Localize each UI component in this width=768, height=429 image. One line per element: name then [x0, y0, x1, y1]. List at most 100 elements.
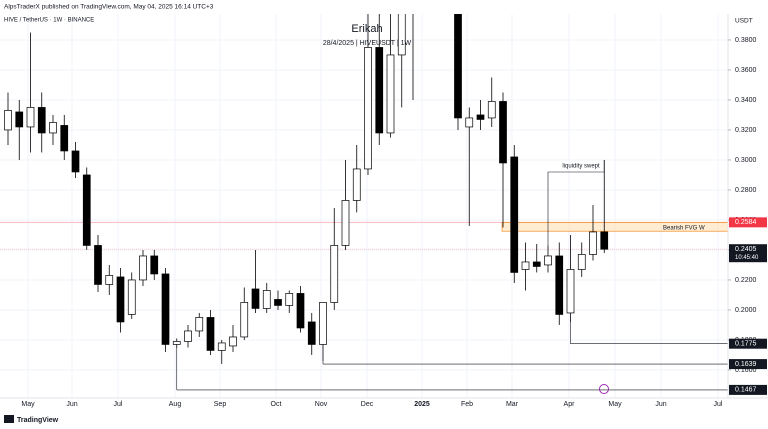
- candle-body: [577, 254, 586, 270]
- candle-body: [26, 107, 35, 128]
- x-tick-label: Oct: [271, 401, 282, 408]
- last-price-label: 0.2405: [735, 246, 757, 253]
- candle-body: [161, 273, 170, 345]
- x-tick-label: Aug: [169, 401, 182, 408]
- candle-body: [319, 302, 327, 345]
- x-tick-label: Jul: [714, 401, 723, 408]
- logo: [4, 415, 14, 423]
- fvg-price-label: 0.2584: [735, 219, 757, 226]
- chart-subtitle: 28/4/2025 | HIVEUSDT | 1W: [323, 40, 412, 47]
- level-label-box: [729, 338, 767, 349]
- y-tick-label: 0.1600: [735, 367, 757, 374]
- candle-body: [566, 269, 575, 314]
- y-tick-label: 0.2000: [735, 307, 757, 314]
- y-tick-label: 0.3600: [735, 67, 757, 74]
- last-price-box: [729, 244, 767, 263]
- y-tick-label: 0.3200: [735, 127, 757, 134]
- level-label-box: [729, 384, 767, 395]
- level-label: 0.1775: [735, 341, 757, 348]
- y-axis: 0.16000.18000.20000.22000.24000.26000.28…: [728, 37, 767, 395]
- candle-body: [510, 156, 519, 273]
- x-tick-label: May: [21, 401, 35, 408]
- candle-body: [296, 293, 305, 329]
- y-tick-label: 0.3400: [735, 97, 757, 104]
- y-tick-label: 0.2200: [735, 277, 757, 284]
- y-unit: USDT: [735, 18, 753, 25]
- candle-body: [127, 279, 136, 315]
- candle-body: [386, 54, 395, 134]
- fvg-label: Bearish FVG W: [663, 225, 705, 231]
- candle-body: [184, 330, 192, 342]
- candle-body: [285, 293, 294, 306]
- x-tick-label: Mar: [506, 401, 519, 408]
- candle-body: [454, 14, 462, 119]
- candle-body: [330, 245, 339, 303]
- candle-body: [487, 101, 496, 119]
- header: AlpsTraderX published on TradingView.com…: [4, 4, 214, 11]
- level-label: 0.1467: [735, 387, 757, 394]
- candle-body: [71, 150, 80, 173]
- candle-body: [521, 261, 530, 270]
- fvg-price-box: [729, 217, 767, 228]
- candle-body: [15, 111, 24, 128]
- candle-body: [555, 255, 564, 315]
- x-tick-label: Nov: [315, 401, 328, 408]
- fvg-zone: [501, 222, 728, 232]
- y-tick-label: 0.2800: [735, 187, 757, 194]
- candle-body: [544, 255, 552, 266]
- countdown: 10:45:40: [735, 255, 759, 261]
- candle-body: [217, 342, 226, 351]
- x-tick-label: May: [608, 401, 622, 408]
- candle-body: [94, 245, 102, 285]
- candle-body: [341, 200, 350, 246]
- candle-body: [465, 117, 474, 128]
- event-icon[interactable]: [599, 384, 609, 394]
- candle-body: [37, 107, 46, 134]
- candle-body: [229, 336, 237, 347]
- candle-body: [375, 47, 384, 134]
- candle-body: [172, 341, 181, 345]
- candle-body: [82, 174, 91, 246]
- y-tick-label: 0.3000: [735, 157, 757, 164]
- footer: TradingView: [17, 417, 59, 424]
- candle-body: [499, 101, 507, 164]
- x-tick-label: Jun: [66, 401, 77, 408]
- candle-body: [206, 317, 215, 351]
- candle-body: [352, 168, 361, 201]
- candle-body: [476, 114, 485, 120]
- y-tick-label: 0.3800: [735, 37, 757, 44]
- candle-body: [589, 231, 597, 255]
- x-tick-label: Sep: [214, 401, 227, 408]
- candle-body: [307, 321, 316, 345]
- symbol: HIVE / TetherUS · 1W · BINANCE: [4, 18, 94, 24]
- level-label-box: [729, 359, 767, 370]
- candle-body: [4, 110, 12, 131]
- candle-body: [364, 47, 372, 170]
- level-label: 0.1639: [735, 361, 757, 368]
- annotation: liquidity swept: [562, 164, 600, 170]
- candle-body: [240, 302, 249, 338]
- candle-body: [49, 122, 57, 134]
- x-tick-label: Jul: [114, 401, 123, 408]
- candle-body: [150, 255, 159, 275]
- plot-area: Bearish FVG W liquidity swept: [0, 14, 728, 391]
- x-tick-label: Jun: [655, 401, 666, 408]
- candle-body: [195, 317, 204, 332]
- candle-body: [139, 255, 147, 281]
- candle-body: [105, 275, 114, 285]
- candle-body: [532, 261, 541, 267]
- candle-body: [251, 288, 260, 309]
- candle-body: [116, 276, 125, 323]
- candle-body: [274, 299, 282, 306]
- x-tick-label: 2025: [414, 401, 430, 408]
- candle-body: [262, 290, 271, 309]
- candle-body: [60, 125, 69, 152]
- candle-body: [600, 231, 609, 250]
- x-tick-label: Apr: [564, 401, 576, 408]
- x-tick-label: Dec: [361, 401, 374, 408]
- candle-body: [397, 14, 406, 56]
- chart-title: Erikah: [351, 23, 382, 35]
- grid: [0, 14, 728, 398]
